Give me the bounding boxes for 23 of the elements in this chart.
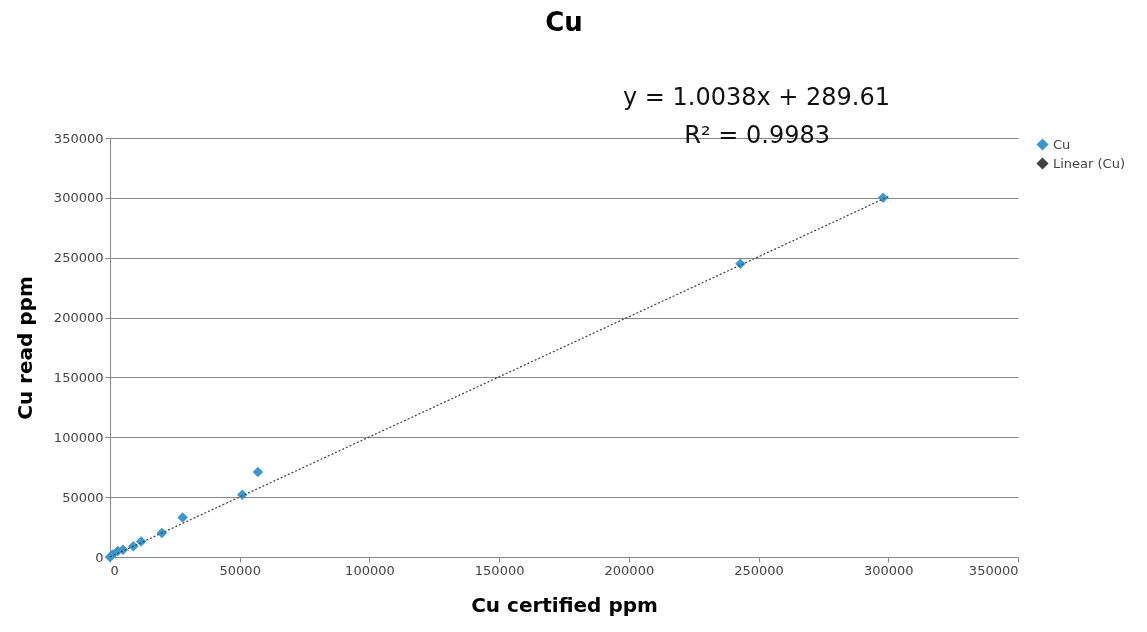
x-tick-label: 350000 [968, 562, 1019, 578]
y-axis-title: Cu read ppm [12, 276, 37, 420]
y-tick-label: 200000 [53, 310, 104, 326]
y-tick-label: 150000 [53, 369, 104, 385]
y-tick-label: 300000 [53, 190, 104, 206]
x-tick-label: 200000 [604, 562, 655, 578]
y-tick-label: 250000 [53, 250, 104, 266]
x-tick-label: 0 [110, 562, 119, 578]
y-tick-label: 100000 [53, 429, 104, 445]
y-tick-label: 0 [95, 549, 104, 565]
y-tick-label: 50000 [62, 489, 104, 505]
y-tick-label: 350000 [53, 130, 104, 146]
chart-title: Cu [545, 7, 583, 37]
x-axis-title: Cu certified ppm [471, 592, 658, 617]
legend-label: Cu [1053, 136, 1071, 152]
text: y = 1.0038x + 289.61 [622, 83, 890, 111]
annotation: R² = 0.9983 [684, 121, 830, 149]
legend-label: Linear (Cu) [1053, 155, 1125, 171]
x-tick-label: 150000 [474, 562, 525, 578]
x-tick-label: 50000 [219, 562, 261, 578]
x-tick-label: 100000 [345, 562, 395, 578]
x-tick-label: 250000 [734, 562, 784, 578]
x-tick-label: 300000 [863, 562, 914, 578]
